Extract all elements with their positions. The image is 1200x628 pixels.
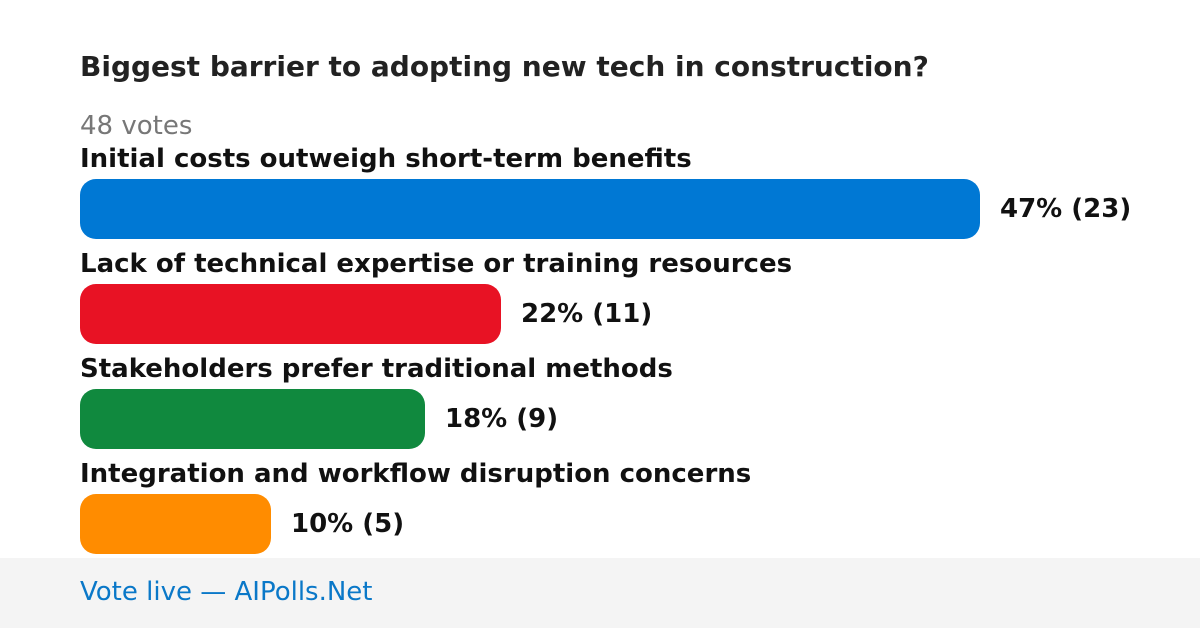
option-label: Integration and workflow disruption conc… [80,459,752,489]
poll-option[interactable]: Stakeholders prefer traditional methods 1… [80,353,1180,453]
footer: Vote live — AIPolls.Net [0,558,1200,628]
option-percentage: 47% (23) [1000,194,1132,224]
option-label: Initial costs outweigh short-term benefi… [80,144,692,174]
option-bar [80,494,271,554]
option-bar [80,284,501,344]
option-percentage: 18% (9) [445,404,559,434]
poll-option[interactable]: Initial costs outweigh short-term benefi… [80,143,1180,243]
poll-option[interactable]: Lack of technical expertise or training … [80,248,1180,348]
vote-count: 48 votes [80,111,193,141]
poll-option[interactable]: Integration and workflow disruption conc… [80,458,1180,558]
vote-live-link[interactable]: Vote live — AIPolls.Net [80,577,373,607]
option-label: Lack of technical expertise or training … [80,249,793,279]
poll-question: Biggest barrier to adopting new tech in … [80,50,929,83]
option-bar [80,179,980,239]
option-percentage: 22% (11) [521,299,653,329]
option-percentage: 10% (5) [291,509,405,539]
option-label: Stakeholders prefer traditional methods [80,354,673,384]
option-bar [80,389,425,449]
